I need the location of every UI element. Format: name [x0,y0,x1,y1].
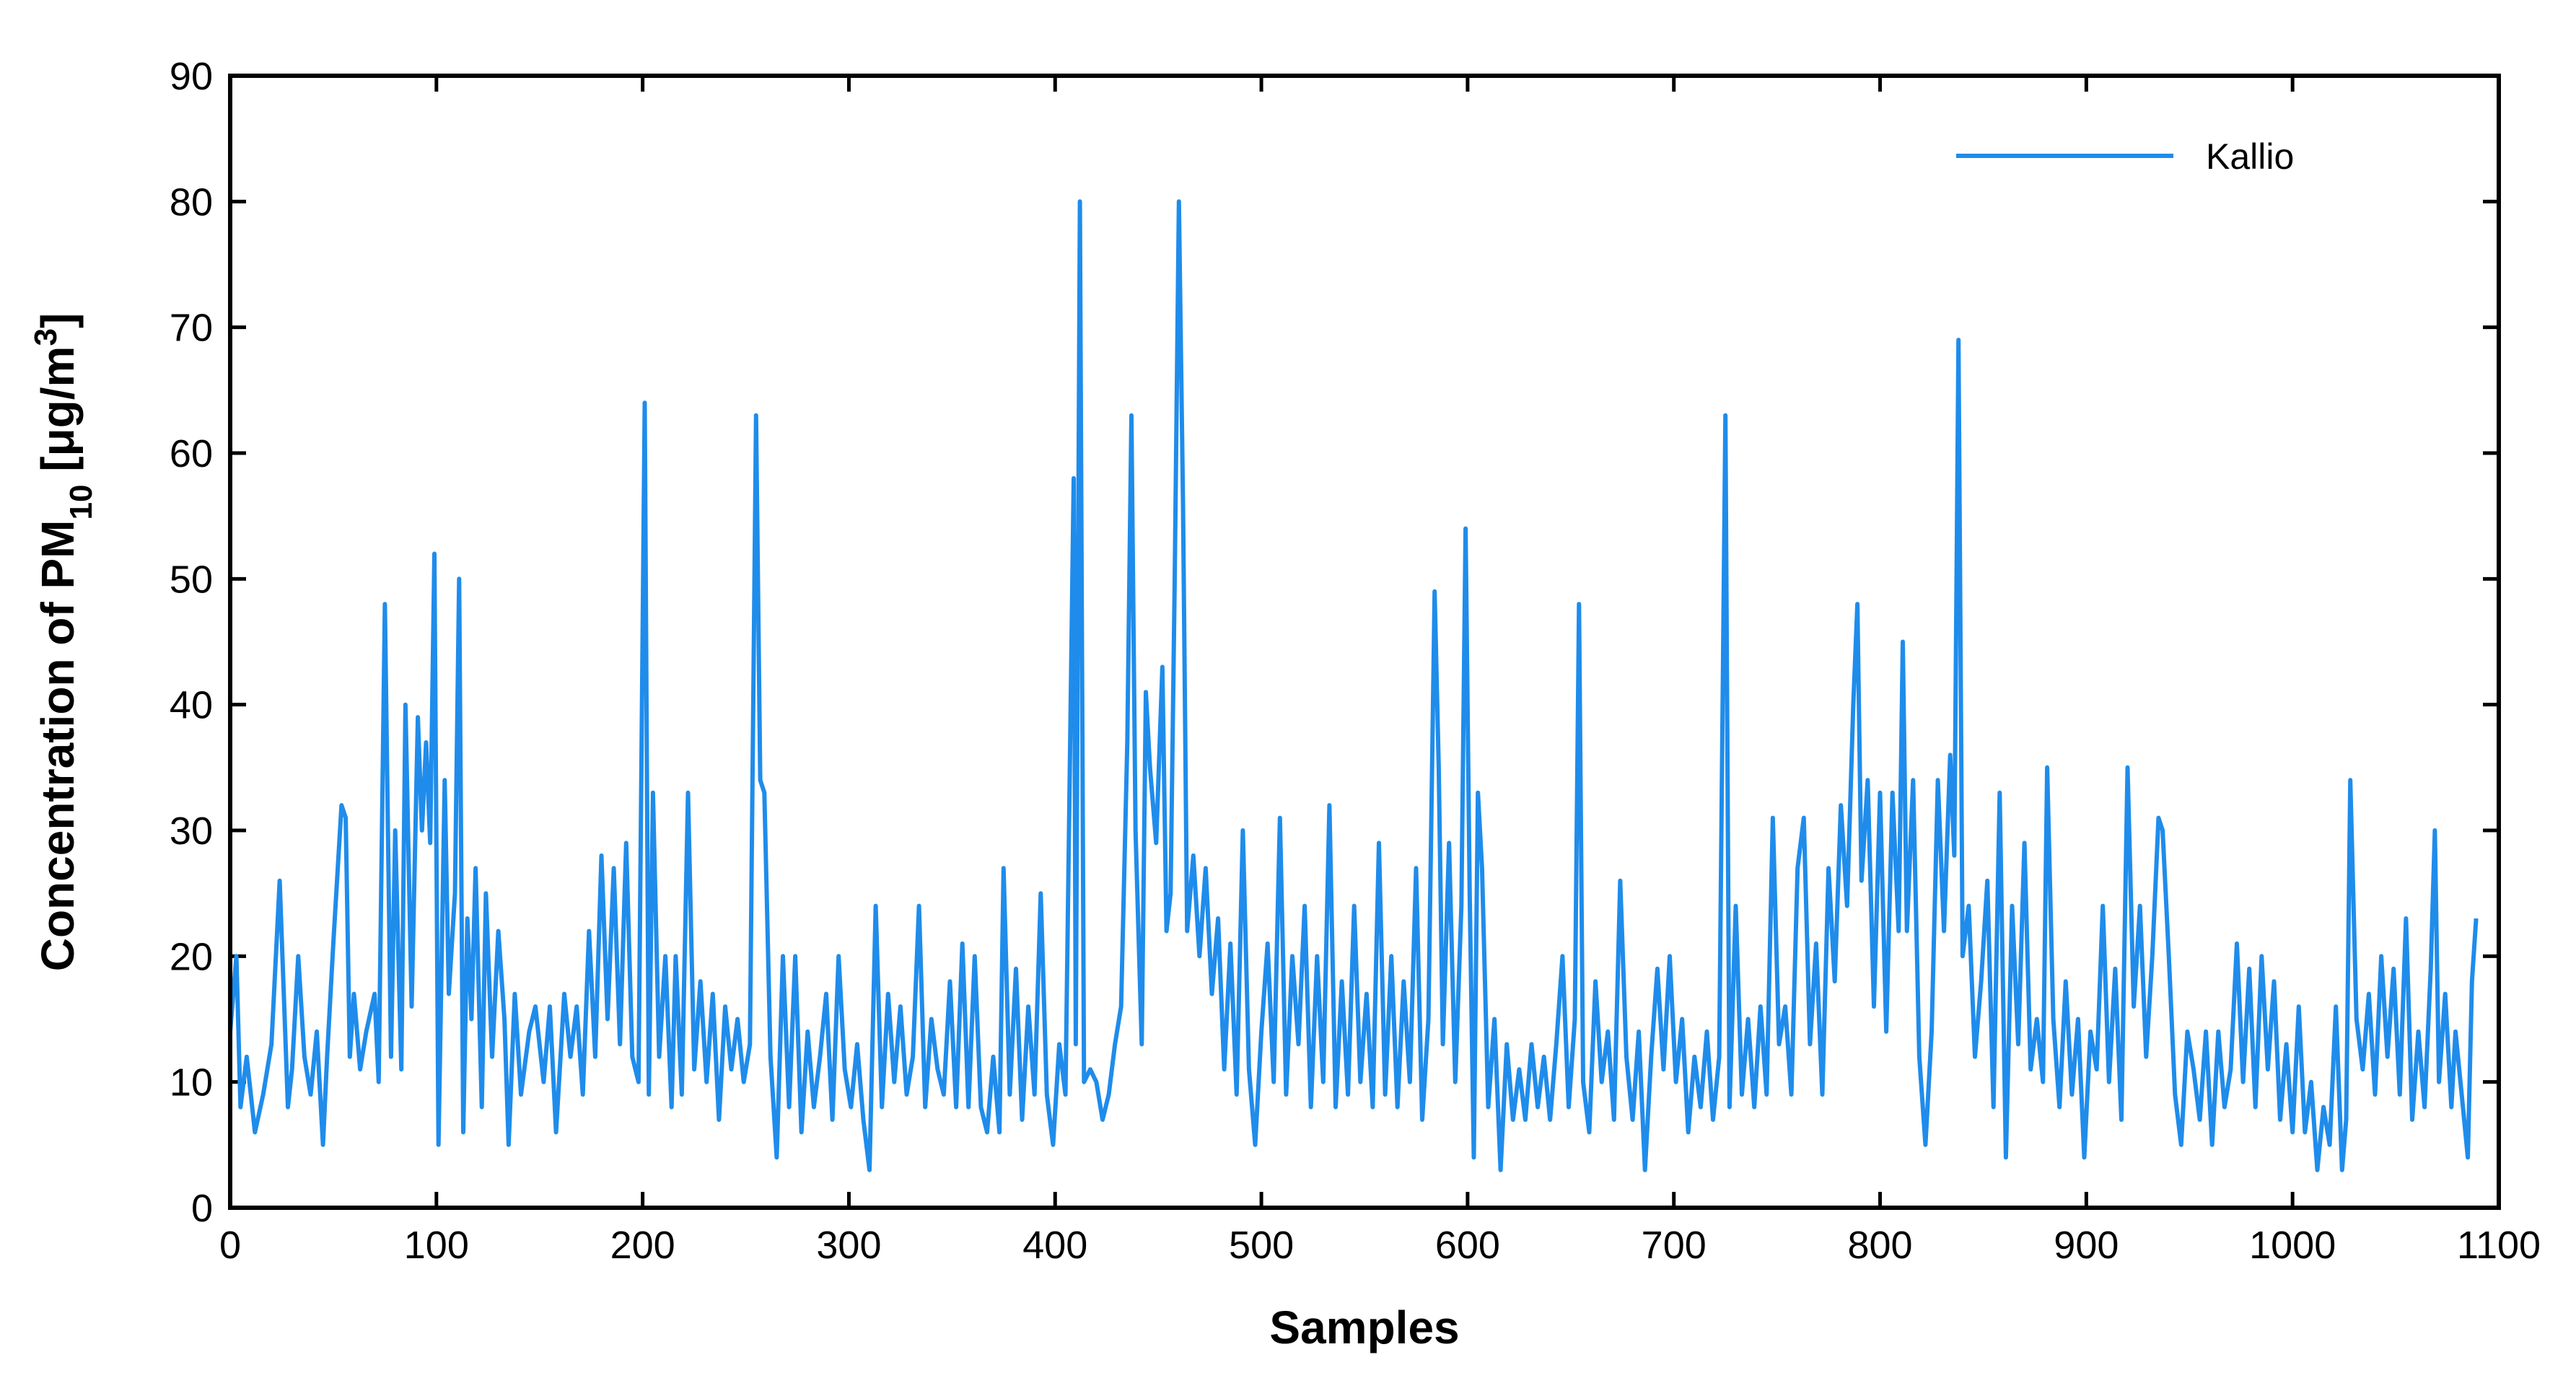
y-tick-label: 70 [170,307,213,350]
y-axis-title-part: ] [32,313,84,328]
x-tick-label: 300 [816,1224,881,1267]
x-tick-label: 200 [610,1224,675,1267]
y-axis-title: Concentration of PM10 [μg/m3] [28,313,99,972]
y-axis-title-sub: 10 [63,485,99,520]
y-tick-label: 10 [170,1061,213,1105]
x-axis-title: Samples [1269,1302,1459,1353]
x-tick-label: 500 [1229,1224,1294,1267]
data-line [228,199,2479,1172]
y-axis-title-sup: 3 [28,328,63,346]
x-tick-label: 100 [404,1224,469,1267]
x-tick-label: 0 [219,1224,241,1267]
y-axis-title-part: [μg/m [32,346,84,485]
x-tick-label: 1100 [2457,1224,2541,1267]
y-tick-label: 80 [170,180,213,224]
x-tick-label: 400 [1022,1224,1087,1267]
plot-frame [228,74,2501,1210]
x-tick-label: 600 [1435,1224,1500,1267]
y-tick-label: 0 [191,1187,213,1230]
y-tick-label: 20 [170,935,213,978]
x-tick-label: 800 [1847,1224,1912,1267]
y-tick-label: 50 [170,558,213,601]
legend-label: Kallio [2206,136,2294,177]
y-axis-title-part: Concentration of PM [32,520,84,972]
y-tick-label: 40 [170,684,213,727]
x-tick-label: 1000 [2249,1224,2336,1267]
x-tick-label: 700 [1642,1224,1707,1267]
y-tick-label: 60 [170,432,213,475]
y-tick-label: 30 [170,809,213,853]
x-tick-label: 900 [2054,1224,2119,1267]
y-tick-label: 90 [170,55,213,98]
